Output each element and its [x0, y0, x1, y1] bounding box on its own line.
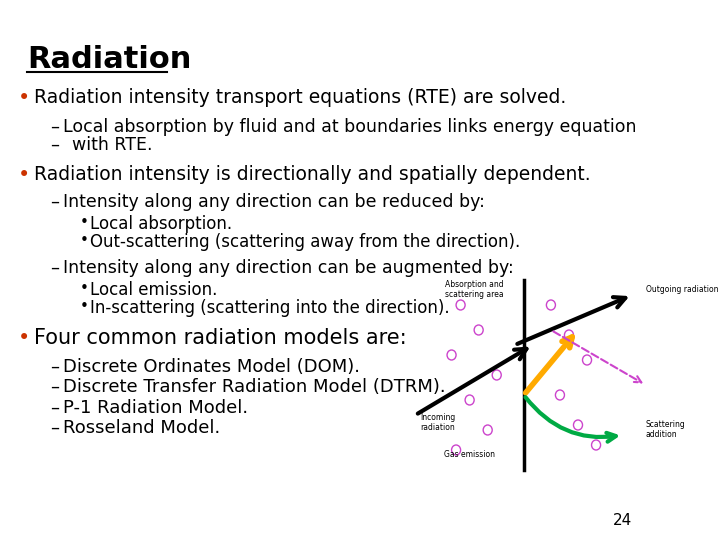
- Text: Discrete Transfer Radiation Model (DTRM).: Discrete Transfer Radiation Model (DTRM)…: [63, 378, 446, 396]
- Text: •: •: [18, 328, 30, 348]
- Text: •: •: [18, 165, 30, 185]
- Text: –: –: [50, 399, 58, 417]
- Text: –: –: [50, 136, 58, 154]
- Text: Four common radiation models are:: Four common radiation models are:: [35, 328, 407, 348]
- Text: 24: 24: [613, 513, 632, 528]
- Text: Intensity along any direction can be augmented by:: Intensity along any direction can be aug…: [63, 259, 514, 277]
- Text: •: •: [79, 233, 89, 248]
- Text: Local absorption by fluid and at boundaries links energy equation: Local absorption by fluid and at boundar…: [63, 118, 636, 136]
- Text: –: –: [50, 419, 58, 437]
- Text: Gas emission: Gas emission: [444, 450, 495, 459]
- Text: –: –: [50, 358, 58, 376]
- Text: Discrete Ordinates Model (DOM).: Discrete Ordinates Model (DOM).: [63, 358, 360, 376]
- Text: •: •: [79, 215, 89, 230]
- Text: –: –: [50, 193, 58, 211]
- Text: –: –: [50, 259, 58, 277]
- Text: Outgoing radiation: Outgoing radiation: [646, 285, 719, 294]
- FancyBboxPatch shape: [406, 275, 642, 475]
- Text: Local absorption.: Local absorption.: [90, 215, 233, 233]
- Text: –: –: [50, 378, 58, 396]
- Text: •: •: [79, 299, 89, 314]
- Text: Absorption and
scattering area: Absorption and scattering area: [445, 280, 503, 299]
- Text: In-scattering (scattering into the direction).: In-scattering (scattering into the direc…: [90, 299, 450, 317]
- Text: Radiation intensity transport equations (RTE) are solved.: Radiation intensity transport equations …: [35, 88, 567, 107]
- Text: Radiation intensity is directionally and spatially dependent.: Radiation intensity is directionally and…: [35, 165, 591, 184]
- Text: •: •: [79, 281, 89, 296]
- Text: Out-scattering (scattering away from the direction).: Out-scattering (scattering away from the…: [90, 233, 521, 251]
- Text: Rosseland Model.: Rosseland Model.: [63, 419, 220, 437]
- Text: Radiation: Radiation: [27, 45, 192, 74]
- Text: Local emission.: Local emission.: [90, 281, 217, 299]
- Text: Intensity along any direction can be reduced by:: Intensity along any direction can be red…: [63, 193, 485, 211]
- Text: Scattering
addition: Scattering addition: [646, 420, 685, 440]
- Text: –: –: [50, 118, 58, 136]
- Text: •: •: [18, 88, 30, 108]
- Text: P-1 Radiation Model.: P-1 Radiation Model.: [63, 399, 248, 417]
- Text: with RTE.: with RTE.: [72, 136, 153, 154]
- Text: Incoming
radiation: Incoming radiation: [420, 413, 455, 433]
